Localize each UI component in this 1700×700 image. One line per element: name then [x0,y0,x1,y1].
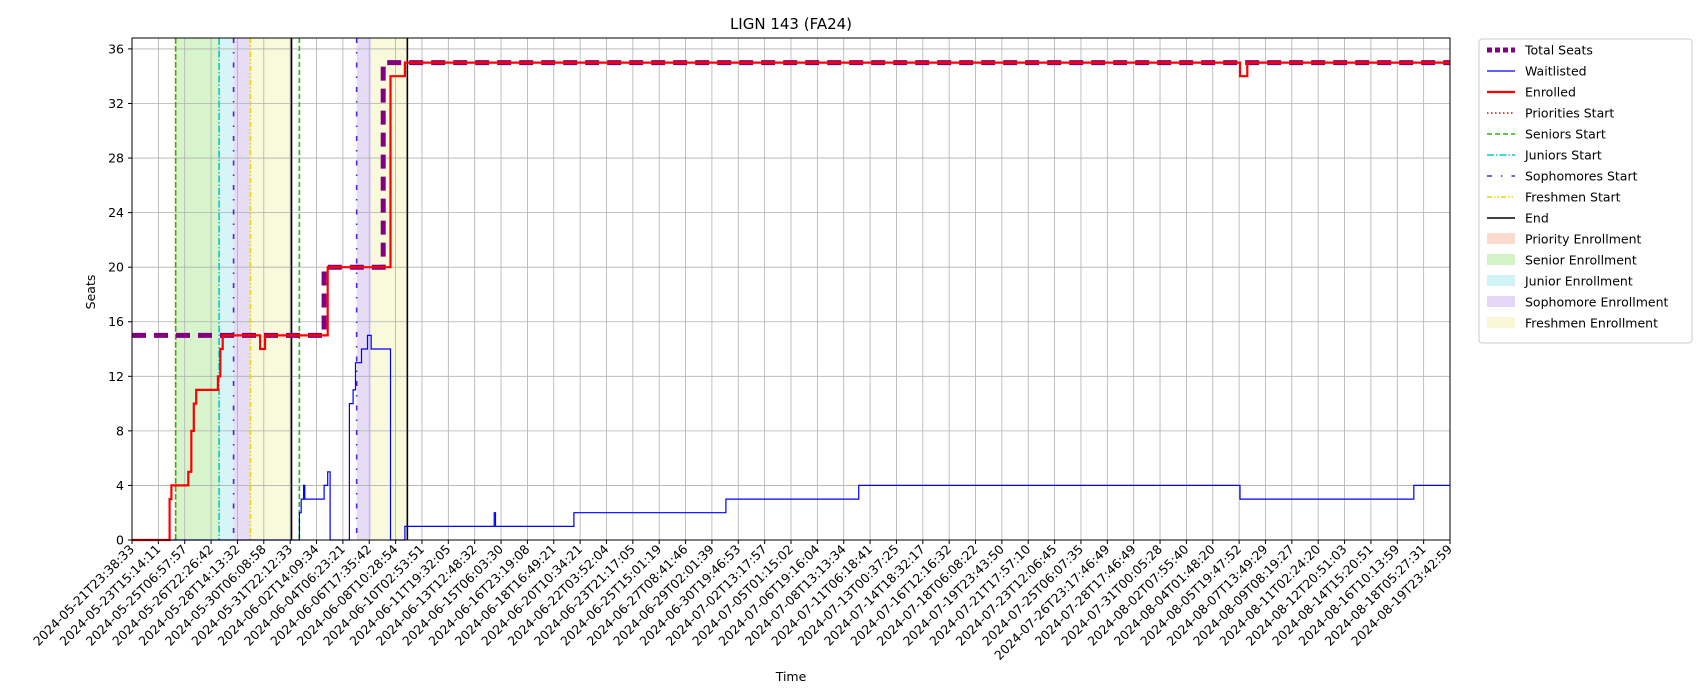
legend-item-end: End [1487,211,1549,226]
legend-label: Juniors Start [1524,148,1602,163]
y-tick-label: 36 [108,41,124,56]
legend-label: Seniors Start [1525,127,1606,142]
shade-junior-enrollment [219,38,234,540]
series-waitlisted [132,334,1450,541]
legend-label: End [1525,211,1549,226]
shade-freshmen-enrollment [250,38,292,540]
legend-label: Total Seats [1524,43,1593,58]
legend-swatch [1487,317,1515,328]
legend-item-sophomore-enrollment: Sophomore Enrollment [1487,295,1669,310]
legend-label: Freshmen Start [1525,190,1621,205]
legend: Total Seats Waitlisted Enrolled Priorities … [1478,38,1693,344]
legend-item-enrolled: Enrolled [1487,85,1576,100]
legend-item-priority-enrollment: Priority Enrollment [1487,232,1642,247]
legend-item-senior-enrollment: Senior Enrollment [1487,253,1637,268]
y-tick-label: 4 [116,478,124,493]
y-tick-label: 16 [108,314,124,329]
legend-item-sophomores-start: Sophomores Start [1487,169,1638,184]
legend-item-freshmen-start: Freshmen Start [1487,190,1621,205]
legend-label: Senior Enrollment [1525,253,1637,268]
legend-item-seniors-start: Seniors Start [1487,127,1606,142]
legend-label: Freshmen Enrollment [1525,316,1658,331]
legend-label: Waitlisted [1525,64,1587,79]
legend-label: Sophomores Start [1525,169,1638,184]
legend-item-junior-enrollment: Junior Enrollment [1487,274,1633,289]
legend-item-waitlisted: Waitlisted [1487,64,1587,79]
y-tick-label: 20 [108,260,124,275]
y-tick-label: 24 [108,205,124,220]
shade-sophomore-enrollment [233,38,251,540]
y-tick-label: 12 [108,369,124,384]
y-tick-label: 8 [116,423,124,438]
y-tick-label: 28 [108,151,124,166]
legend-swatch [1487,296,1515,307]
y-tick-label: 0 [116,533,124,548]
x-axis-label: Time [775,669,807,684]
y-axis-label: Seats [83,275,98,310]
legend-label: Junior Enrollment [1524,274,1633,289]
shade-senior-enrollment [175,38,220,540]
legend-item-total-seats: Total Seats [1487,43,1593,58]
chart-title: LIGN 143 (FA24) [730,15,852,33]
legend-swatch [1487,275,1515,286]
legend-label: Enrolled [1525,85,1576,100]
legend-swatch [1487,233,1515,244]
legend-item-freshmen-enrollment: Freshmen Enrollment [1487,316,1658,331]
legend-label: Sophomore Enrollment [1525,295,1669,310]
shade-sophomore-enrollment [356,38,372,540]
legend-frame [1478,38,1693,344]
legend-item-priorities-start: Priorities Start [1487,106,1614,121]
legend-swatch [1487,254,1515,265]
legend-label: Priority Enrollment [1525,232,1642,247]
shade-freshmen-enrollment [371,38,408,540]
legend-label: Priorities Start [1525,106,1614,121]
legend-item-juniors-start: Juniors Start [1487,148,1602,163]
series-enrolled [132,61,1450,542]
y-tick-label: 32 [108,96,124,111]
